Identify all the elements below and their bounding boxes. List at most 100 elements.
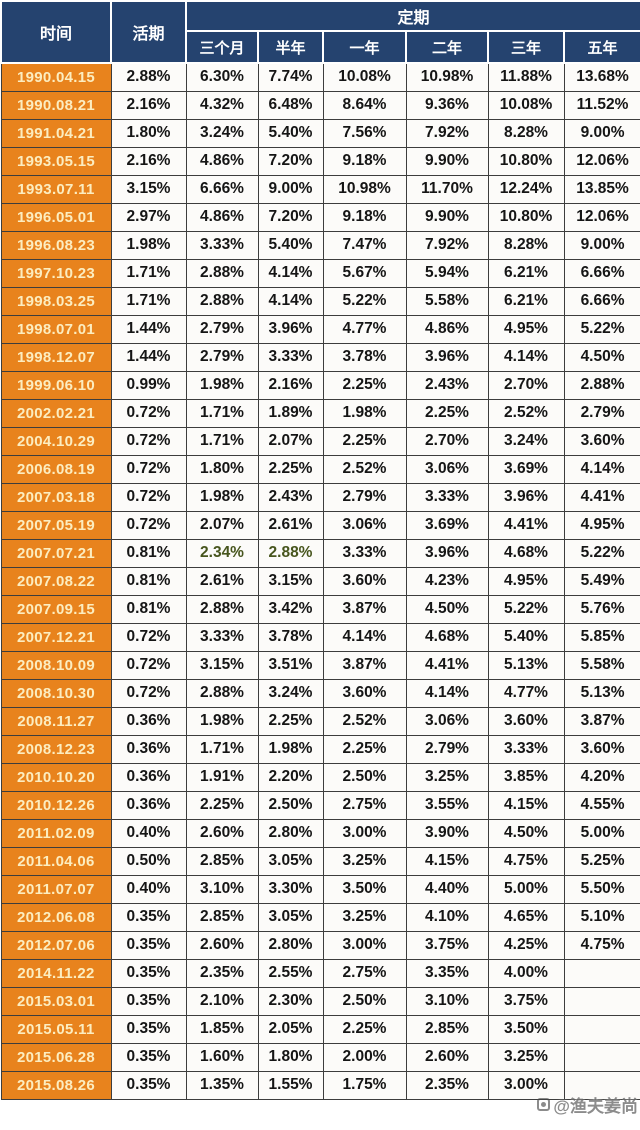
rate-cell: 1.71% <box>110 258 187 288</box>
rate-cell: 4.75% <box>563 930 640 960</box>
rate-cell: 3.50% <box>487 1014 565 1044</box>
col-header-term: 一年 <box>322 30 407 64</box>
rate-cell: 6.66% <box>563 258 640 288</box>
rate-cell: 4.14% <box>322 622 407 652</box>
rate-cell: 4.68% <box>405 622 489 652</box>
date-cell: 2010.12.26 <box>0 790 112 820</box>
rate-cell: 8.28% <box>487 230 565 260</box>
rate-cell: 0.35% <box>110 902 187 932</box>
table-row: 2015.06.28 0.35% 1.60% 1.80% 2.00% 2.60% 3.25% <box>0 1042 640 1072</box>
rate-cell: 5.22% <box>563 314 640 344</box>
rate-cell: 2.60% <box>405 1042 489 1072</box>
rate-cell: 9.90% <box>405 146 489 176</box>
rate-cell: 4.68% <box>487 538 565 568</box>
rate-cell: 2.52% <box>322 706 407 736</box>
rate-cell: 2.34% <box>185 538 259 568</box>
rate-cell: 3.87% <box>322 650 407 680</box>
rate-cell: 2.52% <box>487 398 565 428</box>
rate-cell: 4.41% <box>563 482 640 512</box>
rate-cell: 0.72% <box>110 426 187 456</box>
rate-cell: 12.24% <box>487 174 565 204</box>
table-row: 2010.10.20 0.36% 1.91% 2.20% 2.50% 3.25% 3.85%… <box>0 762 640 792</box>
rate-cell: 1.71% <box>185 734 259 764</box>
rate-cell: 4.75% <box>487 846 565 876</box>
rate-cell: 1.60% <box>185 1042 259 1072</box>
rate-cell: 4.50% <box>563 342 640 372</box>
table-row: 2011.04.06 0.50% 2.85% 3.05% 3.25% 4.15% 4.75%… <box>0 846 640 876</box>
table-row: 1996.08.23 1.98% 3.33% 5.40% 7.47% 7.92% 8.28%… <box>0 230 640 260</box>
rate-cell: 3.15% <box>257 566 324 596</box>
rate-cell: 2.07% <box>185 510 259 540</box>
rate-cell: 5.10% <box>563 902 640 932</box>
rate-cell: 1.89% <box>257 398 324 428</box>
rate-cell: 1.44% <box>110 314 187 344</box>
rate-cell: 3.10% <box>405 986 489 1016</box>
rate-cell: 13.68% <box>563 62 640 92</box>
rate-cell: 2.79% <box>322 482 407 512</box>
rate-cell: 3.00% <box>487 1070 565 1100</box>
rate-cell: 3.33% <box>487 734 565 764</box>
rate-cell: 5.13% <box>563 678 640 708</box>
rate-cell: 2.25% <box>322 1014 407 1044</box>
rate-cell: 3.75% <box>487 986 565 1016</box>
date-cell: 2007.07.21 <box>0 538 112 568</box>
table-row: 1998.12.07 1.44% 2.79% 3.33% 3.78% 3.96% 4.14%… <box>0 342 640 372</box>
rate-cell: 1.98% <box>185 706 259 736</box>
rate-cell: 2.80% <box>257 930 324 960</box>
rate-cell: 3.10% <box>185 874 259 904</box>
rate-cell: 7.56% <box>322 118 407 148</box>
rate-cell: 0.81% <box>110 594 187 624</box>
col-header-term: 三年 <box>487 30 565 64</box>
rate-cell: 4.00% <box>487 958 565 988</box>
rate-cell <box>563 1014 640 1044</box>
date-cell: 2007.08.22 <box>0 566 112 596</box>
rate-cell: 9.00% <box>563 118 640 148</box>
date-cell: 1999.06.10 <box>0 370 112 400</box>
rate-cell: 9.18% <box>322 146 407 176</box>
date-cell: 2015.06.28 <box>0 1042 112 1072</box>
rate-cell: 1.55% <box>257 1070 324 1100</box>
date-cell: 1996.08.23 <box>0 230 112 260</box>
rate-cell: 2.50% <box>322 762 407 792</box>
rate-cell: 3.75% <box>405 930 489 960</box>
rate-cell: 2.43% <box>257 482 324 512</box>
table-row: 2012.07.06 0.35% 2.60% 2.80% 3.00% 3.75% 4.25%… <box>0 930 640 960</box>
date-cell: 2002.02.21 <box>0 398 112 428</box>
rate-cell: 0.72% <box>110 622 187 652</box>
rate-cell: 2.60% <box>185 818 259 848</box>
table-row: 1998.07.01 1.44% 2.79% 3.96% 4.77% 4.86% 4.95%… <box>0 314 640 344</box>
rate-cell: 2.75% <box>322 790 407 820</box>
col-header-term: 五年 <box>562 30 640 64</box>
rate-cell: 2.75% <box>322 958 407 988</box>
rate-cell: 7.92% <box>405 118 489 148</box>
rate-cell: 3.60% <box>563 734 640 764</box>
rate-cell: 8.64% <box>322 90 407 120</box>
table-row: 2008.12.23 0.36% 1.71% 1.98% 2.25% 2.79% 3.33%… <box>0 734 640 764</box>
table-row: 2011.07.07 0.40% 3.10% 3.30% 3.50% 4.40% 5.00%… <box>0 874 640 904</box>
table-row: 2008.11.27 0.36% 1.98% 2.25% 2.52% 3.06% 3.60%… <box>0 706 640 736</box>
rate-cell: 2.88% <box>185 678 259 708</box>
rate-cell: 2.25% <box>405 398 489 428</box>
rate-cell: 2.25% <box>257 706 324 736</box>
rate-cell: 10.08% <box>322 62 407 92</box>
rate-cell: 8.28% <box>487 118 565 148</box>
rate-cell: 4.50% <box>405 594 489 624</box>
rate-cell: 2.20% <box>257 762 324 792</box>
table-row: 2007.03.18 0.72% 1.98% 2.43% 2.79% 3.33% 3.96%… <box>0 482 640 512</box>
rate-cell: 0.72% <box>110 510 187 540</box>
rate-cell: 3.69% <box>487 454 565 484</box>
rate-cell: 9.00% <box>563 230 640 260</box>
rate-cell: 3.00% <box>322 818 407 848</box>
date-cell: 2015.05.11 <box>0 1014 112 1044</box>
rate-cell: 3.24% <box>487 426 565 456</box>
rate-cell: 0.36% <box>110 762 187 792</box>
col-header-demand-deposit: 活期 <box>110 0 187 64</box>
table-row: 2007.09.15 0.81% 2.88% 3.42% 3.87% 4.50% 5.22%… <box>0 594 640 624</box>
rate-cell: 4.86% <box>405 314 489 344</box>
rate-cell: 3.24% <box>185 118 259 148</box>
col-header-term: 三个月 <box>185 30 259 64</box>
rate-cell: 0.35% <box>110 1070 187 1100</box>
rate-cell: 1.75% <box>322 1070 407 1100</box>
rate-cell: 3.15% <box>110 174 187 204</box>
